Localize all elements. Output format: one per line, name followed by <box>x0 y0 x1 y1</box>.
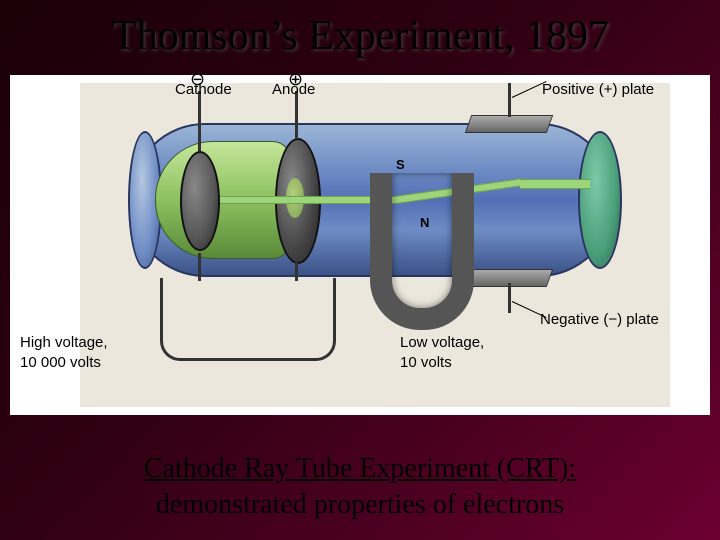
wire-negative-plate-lead <box>508 283 511 313</box>
wire-cathode-lead <box>198 91 201 151</box>
high-voltage-label-line1: High voltage, <box>20 334 108 351</box>
wire-anode-lead <box>295 91 298 139</box>
wire-positive-plate-lead <box>508 83 511 117</box>
diagram-container: S N ⊖ ⊕ Cathode Anode Positive (+) plate… <box>10 75 710 415</box>
positive-plate-label: Positive (+) plate <box>542 81 654 98</box>
cathode-label: Cathode <box>175 81 232 98</box>
high-voltage-label: High voltage, 10 000 volts <box>20 333 108 372</box>
positive-deflection-plate <box>465 115 554 133</box>
crt-phosphor-screen <box>578 131 622 269</box>
magnet-south-pole-label: S <box>396 157 405 172</box>
horseshoe-magnet: S N <box>360 153 440 313</box>
low-voltage-label: Low voltage, 10 volts <box>400 333 484 372</box>
wire-cathode-down <box>198 253 201 281</box>
slide-title: Thomson’s Experiment, 1897 <box>0 0 720 60</box>
negative-plate-label: Negative (−) plate <box>540 311 659 328</box>
magnet-body <box>370 173 474 330</box>
caption-line1: Cathode Ray Tube Experiment (CRT): <box>0 453 720 485</box>
diagram-paper-bg: S N ⊖ ⊕ Cathode Anode Positive (+) plate… <box>80 83 670 407</box>
caption-line2: demonstrated properties of electrons <box>0 489 720 521</box>
magnet-north-pole-label: N <box>420 215 429 230</box>
low-voltage-label-line2: 10 volts <box>400 354 452 371</box>
anode-label: Anode <box>272 81 315 98</box>
high-voltage-circuit-loop <box>160 278 336 361</box>
cathode-electrode <box>180 151 220 251</box>
caption-block: Cathode Ray Tube Experiment (CRT): demon… <box>0 453 720 521</box>
high-voltage-label-line2: 10 000 volts <box>20 354 101 371</box>
low-voltage-label-line1: Low voltage, <box>400 334 484 351</box>
electron-beam-impact <box>520 179 590 189</box>
